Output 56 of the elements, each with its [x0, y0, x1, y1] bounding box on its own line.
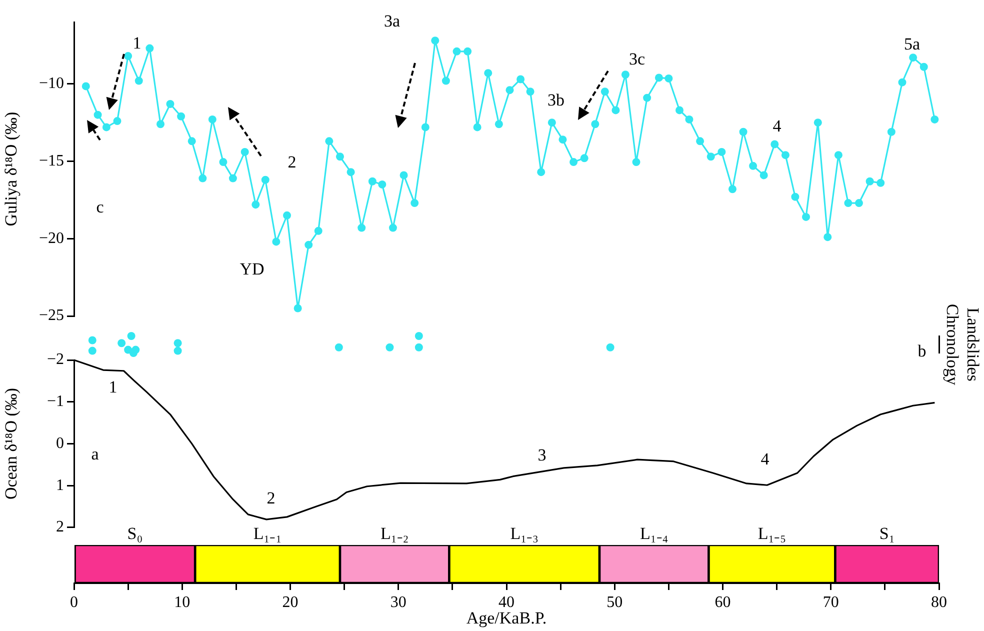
x-tick-label: 30 — [390, 594, 406, 611]
y-axis-title: Ocean δ¹⁸O (‰) — [2, 388, 21, 500]
annotation: 5a — [904, 34, 920, 54]
x-tick-label: 60 — [714, 594, 731, 611]
annotation: 3c — [628, 49, 646, 68]
annotation: b — [918, 341, 926, 360]
y-axis-title: Landslides Chronology — [942, 304, 982, 386]
annotation: 3 — [538, 445, 546, 464]
series-label: S₀ — [127, 524, 143, 543]
annotation: 2 — [288, 152, 296, 172]
point — [414, 332, 423, 340]
point — [88, 346, 96, 355]
annotation: 1 — [132, 33, 142, 52]
point — [174, 346, 182, 355]
x-tick-label: 10 — [174, 594, 190, 611]
x-tick-label: 20 — [282, 594, 298, 611]
series-label: L₁₋₃ — [510, 524, 539, 543]
annotation: a — [91, 444, 100, 464]
y-tick-label: −15 — [38, 152, 64, 170]
y-tick-label: −2 — [46, 351, 64, 368]
y-tick-label: −10 — [38, 75, 64, 92]
point — [334, 343, 343, 352]
annotation: c — [96, 197, 104, 216]
series-label: L₁₋₁ — [253, 524, 282, 543]
point — [174, 339, 182, 348]
x-tick-label: 40 — [498, 594, 514, 611]
x-axis-title: Age/KaB.P. — [466, 608, 547, 628]
annotation: 4 — [760, 449, 770, 468]
y-axis-title: Guliya δ¹⁸O (‰) — [2, 112, 21, 226]
series-label: L₁₋₂ — [380, 524, 409, 543]
point — [118, 339, 126, 348]
y-tick-label: 0 — [56, 434, 64, 452]
annotation: YD — [240, 259, 264, 278]
y-tick-label: −25 — [38, 307, 64, 324]
point — [127, 332, 136, 340]
x-tick-label: 80 — [931, 594, 947, 611]
point — [386, 343, 394, 352]
point — [606, 343, 614, 352]
annotation: 1 — [108, 377, 118, 396]
annotation: 3b — [548, 90, 564, 110]
point — [132, 346, 140, 354]
series-label: S₁ — [879, 524, 895, 543]
x-tick-label: 0 — [70, 594, 78, 611]
series-label: L₁₋₅ — [758, 524, 786, 543]
y-tick-label: −1 — [46, 393, 64, 410]
annotation: 3a — [384, 11, 400, 30]
x-tick-label: 50 — [606, 594, 623, 611]
annotation: 4 — [772, 116, 782, 136]
y-tick-label: −20 — [38, 230, 64, 247]
x-tick-label: 70 — [822, 594, 839, 611]
series-label: L₁₋₄ — [640, 524, 668, 543]
point — [88, 336, 96, 344]
point — [414, 343, 423, 352]
annotation: 2 — [266, 488, 276, 508]
y-tick-label: 2 — [56, 518, 64, 536]
y-tick-label: 1 — [56, 476, 64, 494]
